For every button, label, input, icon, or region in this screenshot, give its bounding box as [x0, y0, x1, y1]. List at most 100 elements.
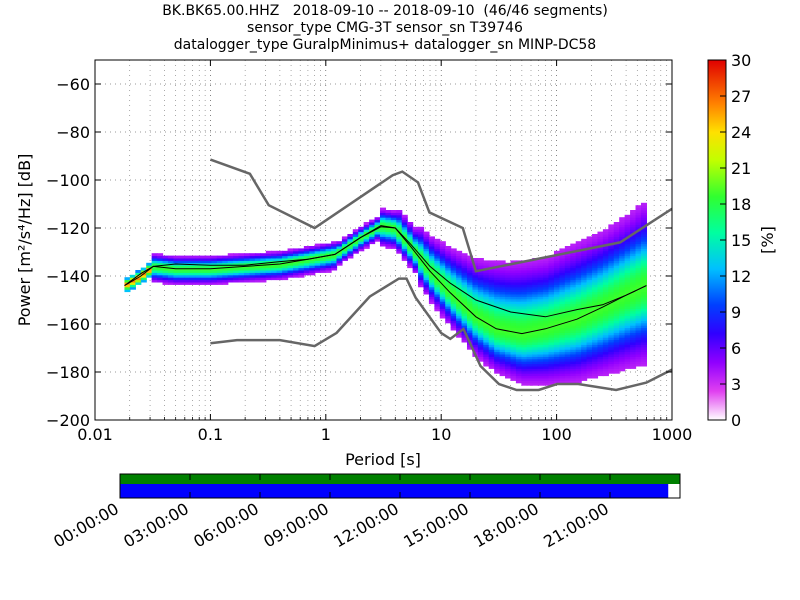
heatmap-cell	[499, 306, 506, 309]
heatmap-cell	[575, 241, 582, 245]
heatmap-cell	[515, 279, 522, 283]
heatmap-cell	[439, 284, 446, 288]
heatmap-cell	[608, 354, 615, 357]
heatmap-cell	[570, 294, 577, 297]
heatmap-cell	[602, 265, 609, 269]
heatmap-cell	[630, 366, 637, 369]
heatmap-cell	[434, 238, 441, 242]
heatmap-cell	[608, 310, 615, 314]
heatmap-cell	[553, 303, 561, 307]
heatmap-cell	[466, 337, 474, 341]
heatmap-cell	[488, 327, 495, 331]
heatmap-cell	[363, 238, 370, 242]
heatmap-cell	[505, 344, 512, 348]
heatmap-cell	[630, 277, 637, 281]
heatmap-cell	[461, 274, 468, 278]
x-axis-label: Period [s]	[345, 450, 421, 469]
heatmap-cell	[602, 320, 609, 324]
heatmap-cell	[428, 255, 435, 259]
heatmap-cell	[483, 308, 490, 312]
heatmap-cell	[206, 282, 213, 285]
heatmap-cell	[515, 330, 522, 333]
heatmap-cell	[581, 366, 588, 369]
heatmap-cell	[434, 289, 441, 293]
heatmap-cell	[635, 205, 642, 209]
heatmap-cell	[314, 250, 321, 254]
heatmap-cell	[526, 320, 533, 324]
heatmap-cell	[200, 262, 207, 266]
heatmap-cell	[233, 274, 240, 278]
heatmap-cell	[564, 274, 571, 278]
heatmap-cell	[532, 310, 539, 314]
heatmap-cell	[559, 301, 566, 305]
heatmap-cell	[630, 212, 637, 216]
heatmap-cell	[630, 330, 637, 333]
heatmap-cell	[570, 255, 577, 259]
heatmap-cell	[570, 279, 577, 283]
heatmap-cell	[543, 291, 550, 295]
heatmap-cell	[619, 318, 626, 321]
heatmap-cell	[178, 270, 185, 273]
heatmap-cell	[390, 212, 397, 216]
heatmap-cell	[216, 279, 223, 283]
heatmap-cell	[341, 248, 348, 252]
heatmap-cell	[488, 339, 495, 343]
heatmap-cell	[553, 337, 561, 341]
heatmap-cell	[592, 241, 599, 245]
heatmap-cell	[298, 265, 305, 269]
heatmap-cell	[439, 301, 446, 305]
heatmap-cell	[592, 361, 599, 365]
heatmap-cell	[521, 373, 528, 377]
heatmap-cell	[488, 308, 495, 312]
heatmap-cell	[640, 234, 647, 237]
heatmap-cell	[423, 241, 430, 245]
heatmap-cell	[494, 322, 501, 326]
heatmap-cell	[608, 282, 615, 285]
heatmap-cell	[456, 320, 463, 324]
heatmap-cell	[434, 241, 441, 245]
heatmap-cell	[488, 356, 495, 360]
heatmap-cell	[385, 210, 392, 213]
heatmap-cell	[564, 284, 571, 288]
heatmap-cell	[488, 363, 495, 367]
heatmap-cell	[461, 294, 468, 297]
heatmap-cell	[407, 265, 414, 269]
heatmap-cell	[602, 298, 609, 302]
heatmap-cell	[548, 346, 555, 350]
heatmap-cell	[526, 262, 533, 266]
heatmap-cell	[613, 351, 620, 355]
heatmap-cell	[407, 262, 414, 266]
heatmap-cell	[592, 313, 599, 317]
heatmap-cell	[559, 294, 566, 297]
heatmap-cell	[548, 330, 555, 333]
heatmap-cell	[412, 262, 419, 266]
heatmap-cell	[581, 315, 588, 319]
heatmap-cell	[559, 248, 566, 252]
heatmap-cell	[466, 270, 474, 273]
heatmap-cell	[254, 274, 261, 278]
heatmap-cell	[499, 322, 506, 326]
colorbar-tick-label: 12	[731, 267, 751, 286]
heatmap-cell	[298, 262, 305, 266]
heatmap-cell	[456, 270, 463, 273]
heatmap-cell	[630, 298, 637, 302]
heatmap-cell	[521, 337, 528, 341]
heatmap-cell	[434, 291, 441, 295]
heatmap-cell	[200, 265, 207, 269]
heatmap-cell	[564, 291, 571, 295]
heatmap-cell	[526, 322, 533, 326]
heatmap-cell	[570, 258, 577, 261]
heatmap-cell	[543, 370, 550, 374]
heatmap-cell	[630, 289, 637, 293]
heatmap-cell	[532, 342, 539, 345]
heatmap-cell	[167, 265, 174, 269]
heatmap-cell	[635, 291, 642, 295]
heatmap-cell	[619, 234, 626, 237]
heatmap-cell	[624, 346, 631, 350]
heatmap-cell	[445, 255, 452, 259]
heatmap-cell	[477, 277, 484, 281]
heatmap-cell	[570, 363, 577, 367]
heatmap-cell	[619, 363, 626, 367]
heatmap-cell	[178, 282, 185, 285]
